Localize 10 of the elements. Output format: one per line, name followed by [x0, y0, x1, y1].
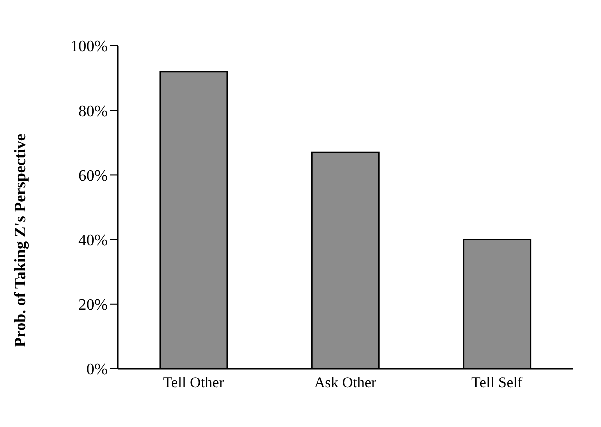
- y-tick-label: 20%: [78, 297, 108, 314]
- y-tick-label: 60%: [78, 168, 108, 185]
- y-tick-label: 100%: [70, 38, 108, 56]
- y-tick-label: 80%: [78, 103, 108, 120]
- x-tick-label: Tell Self: [472, 376, 523, 392]
- y-tick-label: 0%: [86, 362, 108, 379]
- y-axis-title: Prob. of Taking Z's Perspective: [12, 134, 30, 348]
- x-tick-label: Ask Other: [314, 376, 377, 392]
- x-tick-label: Tell Other: [163, 376, 224, 392]
- y-tick-label: 40%: [78, 232, 108, 250]
